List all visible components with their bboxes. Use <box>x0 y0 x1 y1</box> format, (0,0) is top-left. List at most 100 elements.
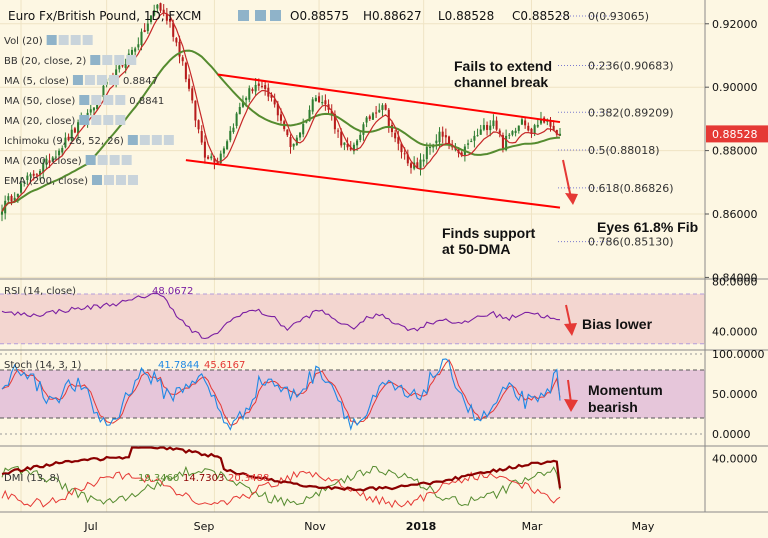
overlay-icon-6-3[interactable] <box>121 155 132 165</box>
overlay-item-5[interactable]: Ichimoku (9, 26, 52, 26) <box>4 135 174 147</box>
overlay-icon-7-2[interactable] <box>115 175 126 185</box>
arrow-stoch-down <box>564 379 578 412</box>
candle-102 <box>324 94 327 111</box>
overlay-icon-5-2[interactable] <box>151 135 162 145</box>
overlay-icon-4-0[interactable] <box>79 115 90 125</box>
overlay-icon-2-0[interactable] <box>72 75 83 85</box>
channel-lower <box>185 159 561 209</box>
candle-70 <box>222 146 225 158</box>
eye-icon[interactable] <box>238 10 249 21</box>
price-tick-label-0: 0.92000 <box>712 18 758 31</box>
overlay-icon-2-3[interactable] <box>108 75 119 85</box>
overlay-icon-3-1[interactable] <box>91 95 102 105</box>
candle-15 <box>48 153 51 168</box>
overlay-icon-0-3[interactable] <box>82 35 93 45</box>
x-tick-label-5: May <box>632 520 655 533</box>
candle-43 <box>137 37 140 51</box>
overlay-item-0[interactable]: Vol (20) <box>4 35 93 47</box>
candle-145 <box>460 150 463 158</box>
candle-104 <box>330 104 333 121</box>
candle-62 <box>197 119 200 134</box>
overlay-icon-0-0[interactable] <box>46 35 57 45</box>
x-tick-label-0: Jul <box>83 520 97 533</box>
stoch-tick-label-0: 100.0000 <box>712 348 765 361</box>
overlay-icon-1-1[interactable] <box>102 55 113 65</box>
candle-154 <box>489 120 492 137</box>
header-icons <box>238 10 281 21</box>
price-tick-label-1: 0.90000 <box>712 81 758 94</box>
overlay-icon-4-2[interactable] <box>103 115 114 125</box>
x-axis-labels: Jul Sep Nov 2018 Mar May <box>83 520 654 533</box>
candle-101 <box>321 95 324 106</box>
candle-140 <box>444 128 447 144</box>
dmi-plus-line <box>1 465 561 507</box>
stoch-d-value: 45.6167 <box>204 360 245 371</box>
overlay-icon-3-3[interactable] <box>115 95 126 105</box>
candle-46 <box>146 18 149 34</box>
overlay-icon-1-2[interactable] <box>114 55 125 65</box>
settings-icon[interactable] <box>255 10 266 21</box>
fib-label-4: 0.618(0.86826) <box>588 182 674 195</box>
candle-90 <box>286 129 289 137</box>
candle-69 <box>219 150 222 165</box>
overlay-item-7[interactable]: EMA (200, close) <box>4 175 138 187</box>
candle-139 <box>441 126 444 144</box>
candle-83 <box>264 80 267 96</box>
x-tick-label-3: 2018 <box>406 520 437 533</box>
overlay-item-3[interactable]: MA (50, close) 0.8841 <box>4 95 164 107</box>
overlay-icon-5-3[interactable] <box>163 135 174 145</box>
overlay-icon-7-1[interactable] <box>103 175 114 185</box>
candle-59 <box>188 74 191 92</box>
overlay-icon-1-3[interactable] <box>126 55 137 65</box>
overlay-icon-7-0[interactable] <box>91 175 102 185</box>
candle-56 <box>178 35 181 64</box>
overlay-label-2: MA (5, close) <box>4 76 69 87</box>
overlay-icon-4-1[interactable] <box>91 115 102 125</box>
candle-20 <box>64 132 67 149</box>
candle-123 <box>390 120 393 138</box>
overlay-icon-3-2[interactable] <box>103 95 114 105</box>
overlay-item-1[interactable]: BB (20, close, 2) <box>4 55 137 67</box>
candle-115 <box>365 116 368 128</box>
candle-106 <box>337 128 340 138</box>
overlay-icon-2-1[interactable] <box>84 75 95 85</box>
candle-48 <box>153 4 156 17</box>
candle-29 <box>92 107 95 115</box>
overlay-icon-5-0[interactable] <box>127 135 138 145</box>
ohlc-close: C0.88528 <box>512 9 570 23</box>
close-icon[interactable] <box>270 10 281 21</box>
overlay-value-2: 0.8847 <box>123 76 158 87</box>
overlay-icon-7-3[interactable] <box>127 175 138 185</box>
overlay-icon-1-0[interactable] <box>90 55 101 65</box>
overlay-icon-6-0[interactable] <box>85 155 96 165</box>
candle-73 <box>232 123 235 134</box>
overlay-icon-6-1[interactable] <box>97 155 108 165</box>
candle-148 <box>470 138 473 143</box>
candle-147 <box>467 139 470 149</box>
y-axis-labels: 0.92000 0.90000 0.88000 0.86000 0.8400080.00… <box>705 18 765 465</box>
overlay-item-2[interactable]: MA (5, close) 0.8847 <box>4 75 158 87</box>
stoch-tick-label-1: 50.0000 <box>712 388 758 401</box>
overlay-icon-3-0[interactable] <box>79 95 90 105</box>
overlay-item-4[interactable]: MA (20, close) <box>4 115 126 127</box>
candle-64 <box>203 135 206 164</box>
overlay-icon-0-2[interactable] <box>70 35 81 45</box>
candle-164 <box>520 116 523 126</box>
overlay-icon-5-1[interactable] <box>139 135 150 145</box>
candle-14 <box>45 155 48 170</box>
overlay-icon-0-1[interactable] <box>58 35 69 45</box>
stoch-title: Stoch (14, 3, 1) <box>4 360 81 371</box>
candle-55 <box>175 37 178 47</box>
candle-45 <box>143 23 146 33</box>
overlay-label-6: MA (200, close) <box>4 156 82 167</box>
overlay-icon-4-3[interactable] <box>115 115 126 125</box>
candle-92 <box>292 143 295 150</box>
annotation-support-2: at 50-DMA <box>442 241 510 257</box>
overlay-label-0: Vol (20) <box>4 36 43 47</box>
candle-41 <box>130 46 134 56</box>
candle-63 <box>200 125 203 145</box>
overlay-icon-6-2[interactable] <box>109 155 120 165</box>
overlay-icon-2-2[interactable] <box>96 75 107 85</box>
overlay-item-6[interactable]: MA (200, close) <box>4 155 132 167</box>
candle-108 <box>343 142 346 151</box>
